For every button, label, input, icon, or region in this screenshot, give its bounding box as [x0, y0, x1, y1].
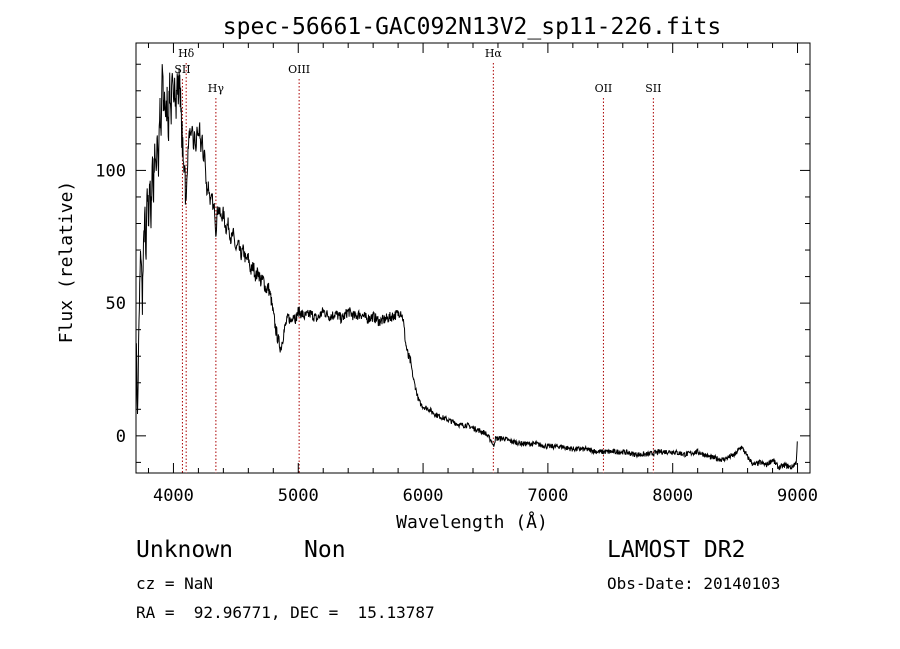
y-tick-label: 100: [95, 161, 126, 181]
redshift-label: cz = NaN: [136, 574, 214, 593]
spectrum-series: [135, 64, 798, 471]
line-marker-label: OIII: [288, 63, 310, 76]
y-tick-label: 50: [106, 294, 126, 314]
line-marker-label: OII: [595, 82, 613, 95]
spectral-subclass: Non: [304, 537, 346, 563]
obs-date-label: Obs-Date: 20140103: [607, 574, 781, 593]
x-tick-label: 7000: [527, 486, 568, 506]
line-marker-label: Hα: [485, 47, 503, 60]
line-marker-label: Hδ: [178, 47, 195, 60]
spectral-class: Unknown: [136, 537, 233, 563]
chart-title: spec-56661-GAC092N13V2_sp11-226.fits: [223, 14, 722, 40]
line-marker-label: SII: [174, 63, 190, 76]
axis-ticks: 4000 5000 6000 7000 8000 9000 0 50 100: [95, 43, 818, 506]
line-markers: Hδ SII Hγ OIII Hα OII SII: [174, 47, 661, 473]
survey-label: LAMOST DR2: [607, 537, 746, 563]
coordinates-label: RA = 92.96771, DEC = 15.13787: [136, 603, 435, 622]
x-tick-label: 9000: [777, 486, 818, 506]
y-axis-label: Flux (relative): [56, 181, 77, 344]
x-tick-label: 5000: [278, 486, 319, 506]
plot-frame: [135, 42, 811, 474]
y-tick-label: 0: [116, 427, 126, 447]
x-tick-label: 4000: [153, 486, 194, 506]
line-marker-label: Hγ: [208, 82, 225, 95]
x-tick-label: 6000: [403, 486, 444, 506]
x-tick-label: 8000: [652, 486, 693, 506]
line-marker-label: SII: [645, 82, 661, 95]
spectrum-line: [135, 64, 798, 471]
x-axis-label: Wavelength (Å): [396, 511, 548, 533]
